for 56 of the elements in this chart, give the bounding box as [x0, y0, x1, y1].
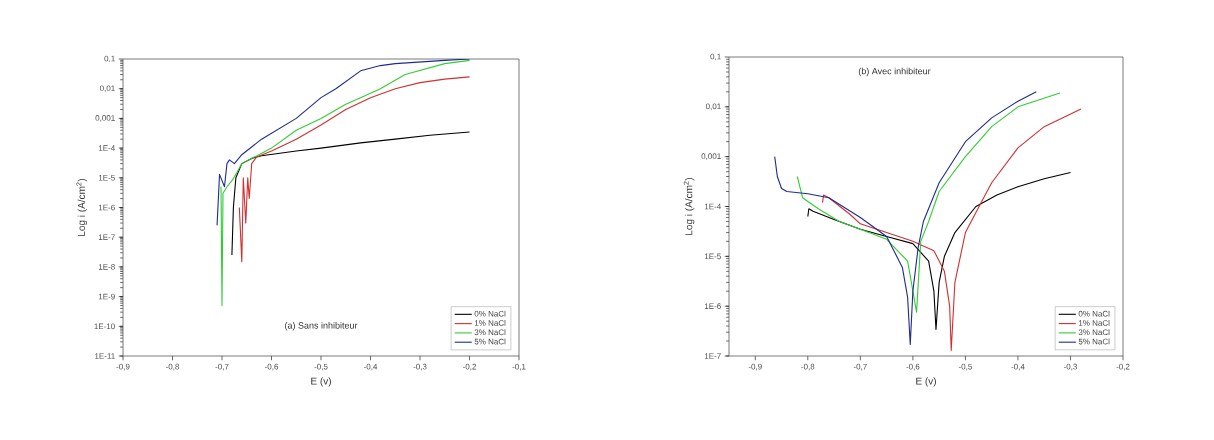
y-axis-title: Log i (A/cm$^{2}$)	[76, 178, 87, 236]
x-tick-label: -0,5	[314, 363, 328, 371]
x-axis-title: E (v)	[311, 377, 331, 387]
legend-label: 0% NaCl	[1078, 310, 1110, 317]
y-tick-label: 1E-10	[94, 323, 115, 330]
legend-label: 3% NaCl	[1078, 329, 1110, 336]
y-tick-label: 1E-11	[95, 353, 115, 359]
y-axis-title: Log i (A/cm$^{2}$)	[683, 177, 695, 235]
x-tick-label: -0,2	[1116, 363, 1130, 371]
legend-label: 0% NaCl	[474, 310, 506, 317]
x-tick-label: -0,3	[1063, 363, 1078, 371]
x-tick-label: -0,8	[165, 363, 180, 371]
legend-label: 3% NaCl	[474, 329, 506, 336]
line-series	[220, 59, 471, 307]
y-tick-label: 1E-7	[98, 234, 115, 240]
line-series	[231, 131, 471, 256]
line-series	[238, 76, 471, 263]
x-tick-label: -0,4	[1011, 363, 1025, 371]
legend-label: 1% NaCl	[1078, 319, 1110, 326]
y-tick-label: 1E-4	[704, 203, 721, 210]
y-tick-label: 1E-9	[98, 293, 115, 300]
legend-label: 5% NaCl	[474, 338, 506, 345]
x-tick-label: -0,8	[801, 363, 815, 371]
x-tick-label: -0,6	[264, 363, 279, 371]
x-tick-label: -0,9	[116, 363, 130, 371]
text: (a) Sans inhibiteur	[285, 322, 358, 331]
line-series	[774, 91, 1037, 346]
x-tick-label: -0,4	[363, 363, 378, 371]
line-series	[807, 172, 1072, 331]
y-tick-label: 0,001	[95, 115, 115, 122]
legend-label: 5% NaCl	[1078, 338, 1110, 345]
y-tick-label: 0,001	[701, 153, 721, 160]
text: (b) Avec inhibiteur	[858, 67, 931, 77]
y-tick-label: 0,01	[99, 85, 115, 92]
y-tick-label: 1E-6	[704, 303, 721, 309]
x-axis-title: E (v)	[916, 377, 936, 387]
x-tick-label: -0,7	[215, 363, 229, 371]
y-tick-label: 1E-7	[704, 353, 721, 359]
line-series	[796, 92, 1061, 313]
x-tick-label: -0,2	[462, 363, 476, 371]
y-tick-label: 1E-5	[704, 253, 721, 260]
x-tick-label: -0,3	[413, 363, 427, 371]
x-tick-label: -0,7	[853, 363, 867, 371]
x-tick-label: -0,6	[906, 363, 920, 371]
line-series	[216, 59, 471, 226]
y-tick-label: 1E-8	[98, 264, 115, 270]
y-tick-label: 0,1	[104, 55, 115, 63]
y-tick-label: 1E-4	[98, 145, 115, 151]
x-tick-label: -0,1	[512, 363, 526, 371]
y-tick-label: 0,1	[710, 53, 721, 61]
y-tick-label: 0,01	[705, 103, 721, 111]
x-tick-label: -0,9	[748, 363, 762, 371]
legend-label: 1% NaCl	[474, 319, 506, 326]
y-tick-label: 1E-5	[98, 175, 115, 181]
y-tick-label: 1E-6	[98, 204, 115, 211]
x-tick-label: -0,5	[958, 363, 972, 371]
